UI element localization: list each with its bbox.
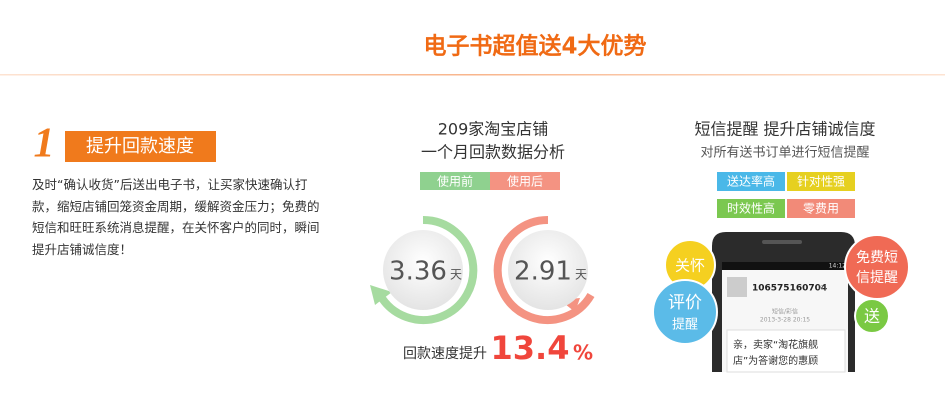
count: (1) xyxy=(818,285,827,292)
msg-date: 2013-3-28 20:15 xyxy=(760,317,810,324)
tag-label: 针对性强 xyxy=(797,174,845,189)
result-value: 13.4 xyxy=(491,329,570,367)
sms-title: 短信提醒 提升店铺诚信度 xyxy=(694,120,875,139)
status-bar xyxy=(722,262,848,270)
tag-label: 时效性高 xyxy=(727,201,775,216)
bubble xyxy=(844,234,910,300)
legend-before xyxy=(420,172,490,190)
description: 及时“确认收货”后送出电子书，让买家快速确认打款，缩短店铺回笼资金周期，缓解资金… xyxy=(32,177,320,257)
result-label: 回款速度提升 xyxy=(403,346,487,362)
message: 亲，卖家“淘花旗舰 xyxy=(733,338,818,351)
message: 店”为答谢您的惠顾 xyxy=(733,354,818,367)
value-after: 2.91 xyxy=(514,257,572,287)
heading-box xyxy=(65,131,216,162)
tag xyxy=(717,172,785,191)
bubble-label: 免费短 xyxy=(856,250,898,266)
bubble-label: 关怀 xyxy=(675,257,705,275)
bubble xyxy=(652,279,718,345)
legend-label: 使用前 xyxy=(437,174,473,189)
bubble-label: 送 xyxy=(864,307,880,326)
bubble-label: 评价 xyxy=(668,293,702,313)
speaker xyxy=(762,240,802,244)
sender: 106575160704 xyxy=(752,284,827,294)
legend-after xyxy=(490,172,560,190)
analysis-title: 209家淘宝店铺 xyxy=(438,120,549,139)
title: 电子书超值送4大优势 xyxy=(423,33,646,60)
legend-label: 使用后 xyxy=(507,174,543,189)
arrow xyxy=(370,285,392,305)
divider xyxy=(0,74,945,76)
ring xyxy=(493,215,595,324)
tag-label: 零费用 xyxy=(803,202,839,216)
section-heading: 提升回款速度 xyxy=(86,136,194,157)
disc xyxy=(508,230,588,310)
unit: 天 xyxy=(450,268,462,282)
tag-label: 送达率高 xyxy=(727,174,775,189)
disc xyxy=(383,230,463,310)
tag xyxy=(717,199,785,218)
ring xyxy=(376,215,478,324)
section-number: 1 xyxy=(34,121,55,167)
bubble-label: 提醒 xyxy=(672,317,698,333)
tag xyxy=(787,199,855,218)
value-before: 3.36 xyxy=(389,257,447,287)
unit: 天 xyxy=(575,268,587,282)
msg-type: 短信/彩信 xyxy=(772,308,798,316)
message-bubble xyxy=(726,329,846,373)
result-unit: % xyxy=(573,341,593,365)
analysis-title: 一个月回款数据分析 xyxy=(421,143,565,162)
status-time: 14:12 xyxy=(829,263,846,270)
avatar xyxy=(727,277,747,297)
sms-subtitle: 对所有送书订单进行短信提醒 xyxy=(700,145,869,161)
tag xyxy=(787,172,855,191)
bubble-label: 信提醒 xyxy=(856,270,898,286)
bubble xyxy=(854,298,890,334)
